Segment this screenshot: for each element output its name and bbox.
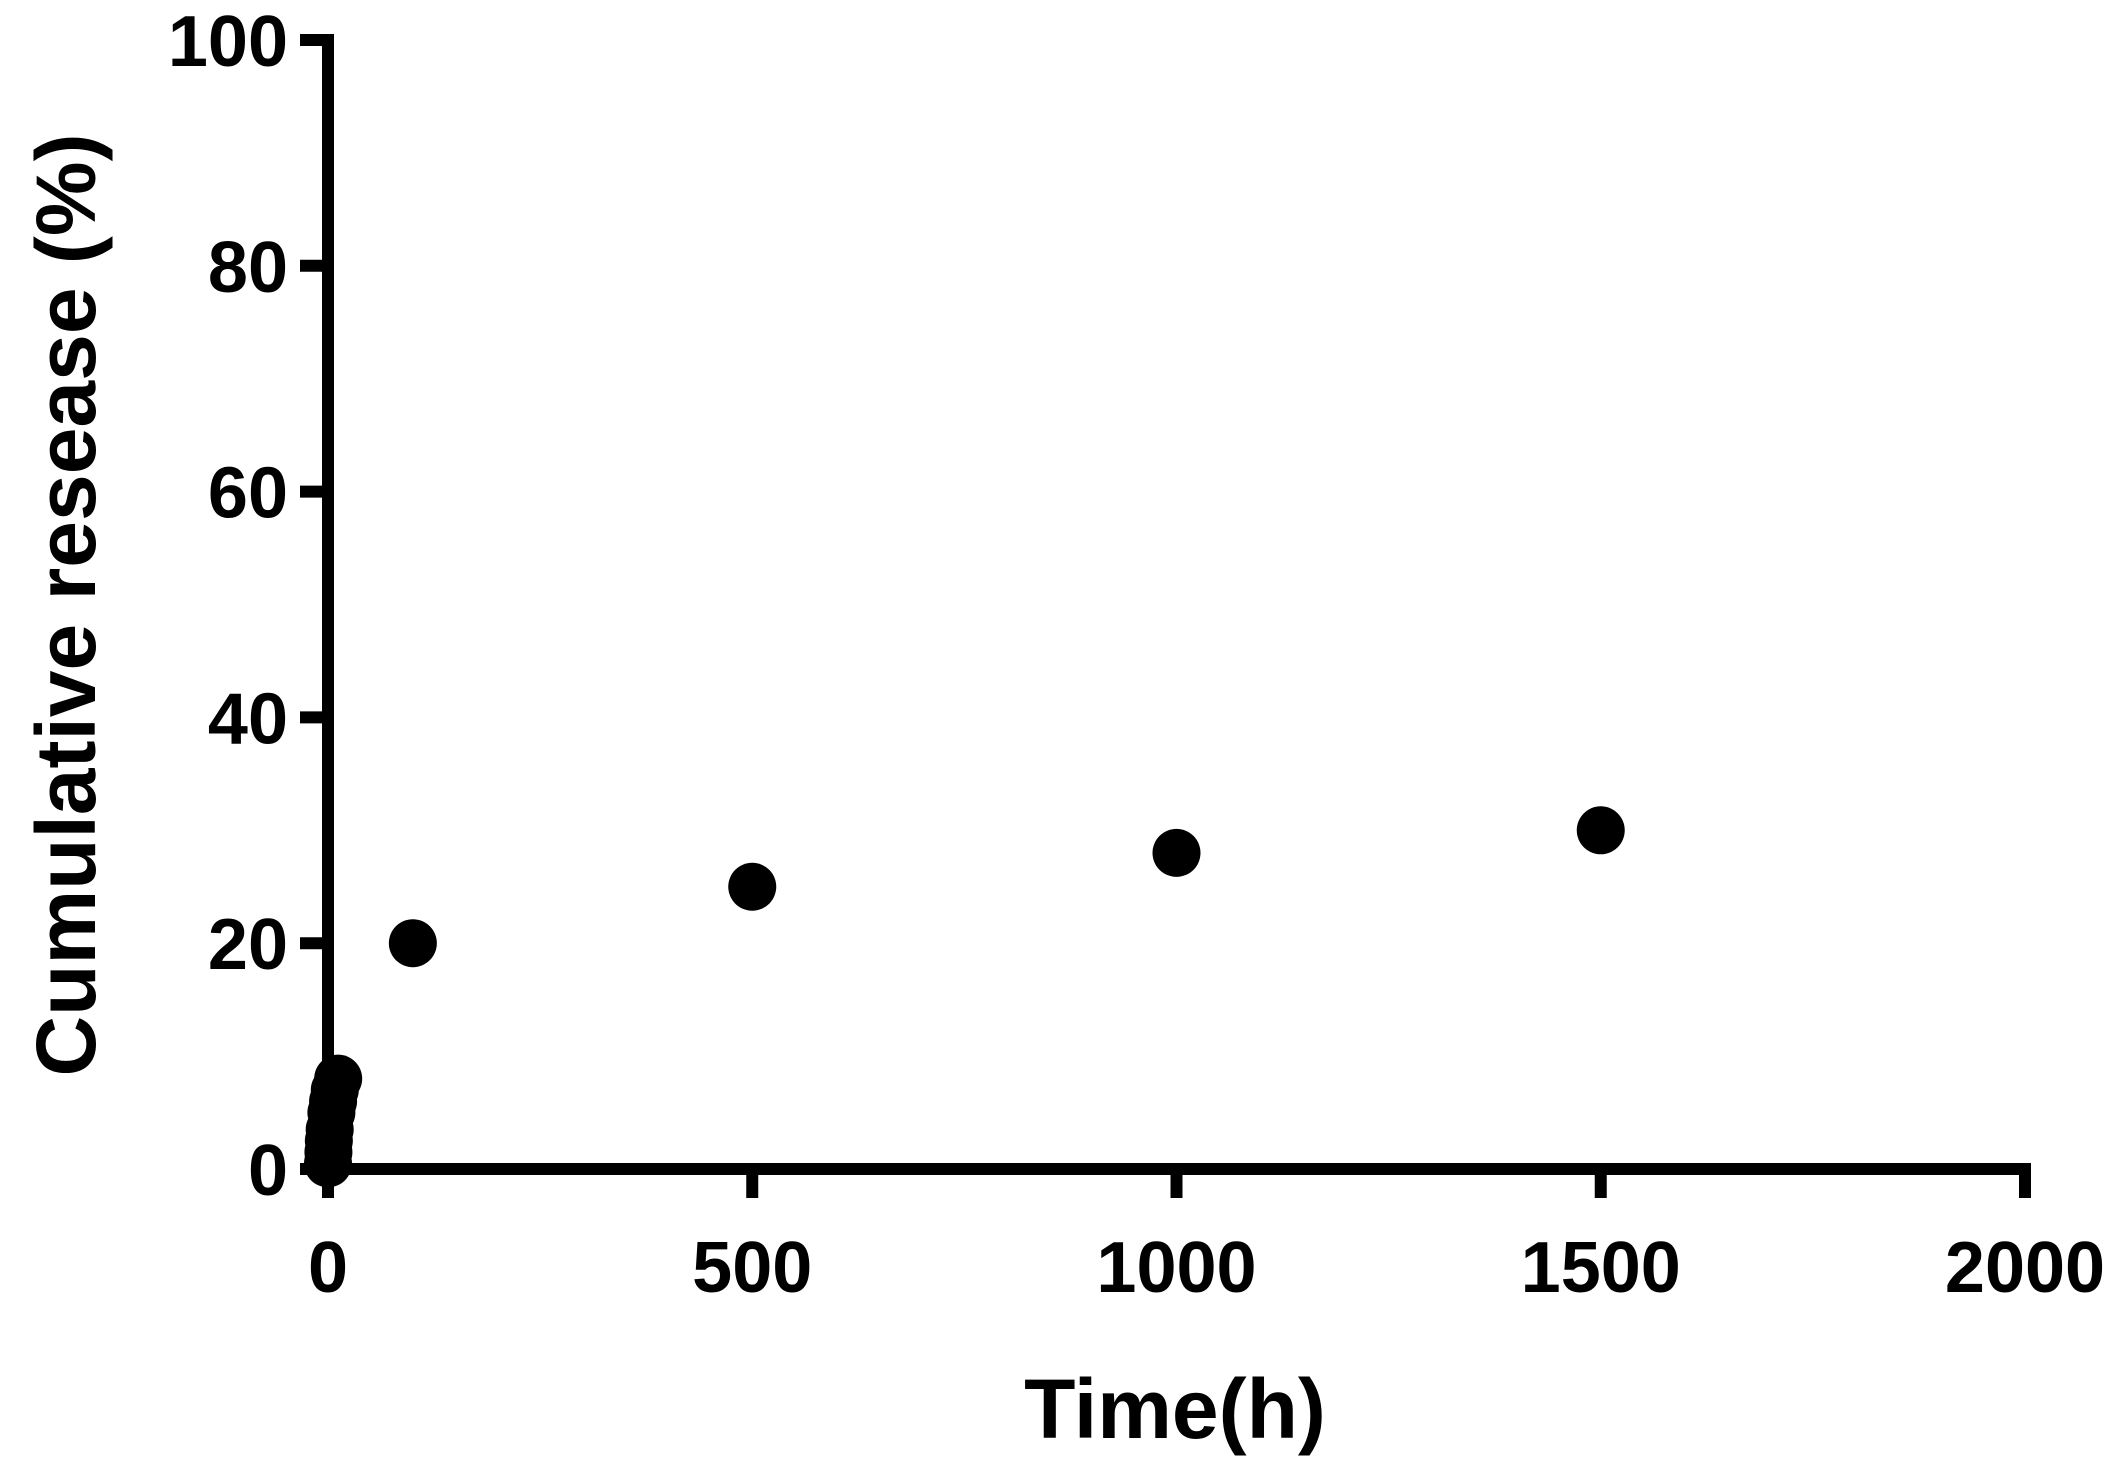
y-tick-label: 20 (208, 905, 288, 985)
y-axis-ticks: 0 20 40 60 80 100 (168, 2, 334, 1211)
data-point (314, 1054, 363, 1103)
y-tick-label: 0 (248, 1131, 288, 1211)
x-tick-label: 2000 (1945, 1228, 2105, 1308)
x-tick-label: 500 (692, 1228, 812, 1308)
y-tick-label: 40 (208, 679, 288, 759)
data-point (388, 919, 437, 968)
data-point (1152, 828, 1201, 877)
data-point (1576, 806, 1625, 855)
x-tick-label: 1000 (1096, 1228, 1256, 1308)
data-points (304, 806, 1625, 1188)
y-tick-label: 80 (208, 228, 288, 308)
y-axis-title: Cumulative resease (%) (19, 133, 113, 1076)
x-tick-label: 0 (308, 1228, 348, 1308)
y-tick-label: 60 (208, 454, 288, 534)
axes (322, 40, 2025, 1175)
x-axis-ticks: 0 500 1000 1500 2000 (308, 1163, 2105, 1308)
x-axis-title: Time(h) (1024, 1362, 1326, 1456)
y-tick-label: 100 (168, 2, 288, 82)
x-tick-label: 1500 (1521, 1228, 1681, 1308)
data-point (728, 862, 777, 911)
